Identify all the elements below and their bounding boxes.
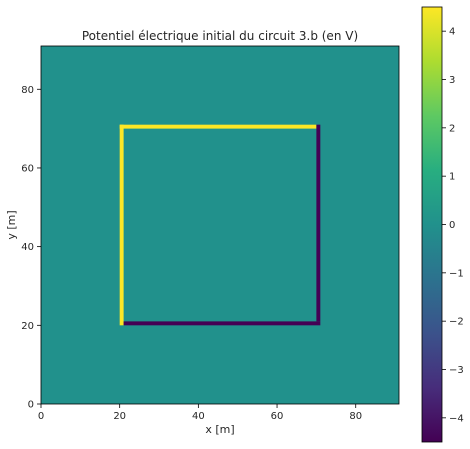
y-axis-ticks: 0 20 40 60 80: [21, 85, 41, 411]
chart-title: Potentiel électrique initial du circuit …: [82, 29, 358, 43]
heatmap-segment-4: [316, 124, 321, 322]
colorbar-ticks: 4 3 2 1 0 −1 −2 −3 −4: [442, 27, 464, 424]
colorbar-tick-label: 2: [449, 123, 455, 134]
x-tick-label: 0: [38, 411, 44, 422]
colorbar-tick-label: −3: [449, 365, 464, 376]
y-tick-label: 0: [28, 400, 34, 411]
x-tick-label: 20: [113, 411, 126, 422]
y-tick-label: 60: [21, 163, 34, 174]
colorbar-tick-label: 0: [449, 220, 455, 231]
heatmap-segment-2: [119, 124, 124, 326]
colorbar-tick-label: 1: [449, 172, 455, 183]
x-tick-label: 40: [192, 411, 205, 422]
x-tick-label: 60: [271, 411, 284, 422]
colorbar-tick-label: −2: [449, 317, 464, 328]
heatmap-segment-1: [119, 124, 317, 129]
colorbar-tick-label: 3: [449, 75, 455, 86]
y-axis-label: y [m]: [5, 210, 18, 239]
x-axis-label: x [m]: [205, 423, 234, 436]
heatmap-background: [41, 46, 399, 404]
colorbar-tick-label: 4: [449, 27, 455, 38]
heatmap-segment-3: [123, 321, 321, 326]
x-tick-label: 80: [349, 411, 362, 422]
y-tick-label: 80: [21, 85, 34, 96]
colorbar: [421, 6, 443, 443]
colorbar-tick-label: −4: [449, 413, 464, 424]
heatmap-segments: [119, 124, 321, 326]
colorbar-tick-label: −1: [449, 268, 464, 279]
x-axis-ticks: 0 20 40 60 80: [38, 404, 362, 422]
y-tick-label: 40: [21, 242, 34, 253]
y-tick-label: 20: [21, 321, 34, 332]
plot-frame: [40, 45, 400, 405]
